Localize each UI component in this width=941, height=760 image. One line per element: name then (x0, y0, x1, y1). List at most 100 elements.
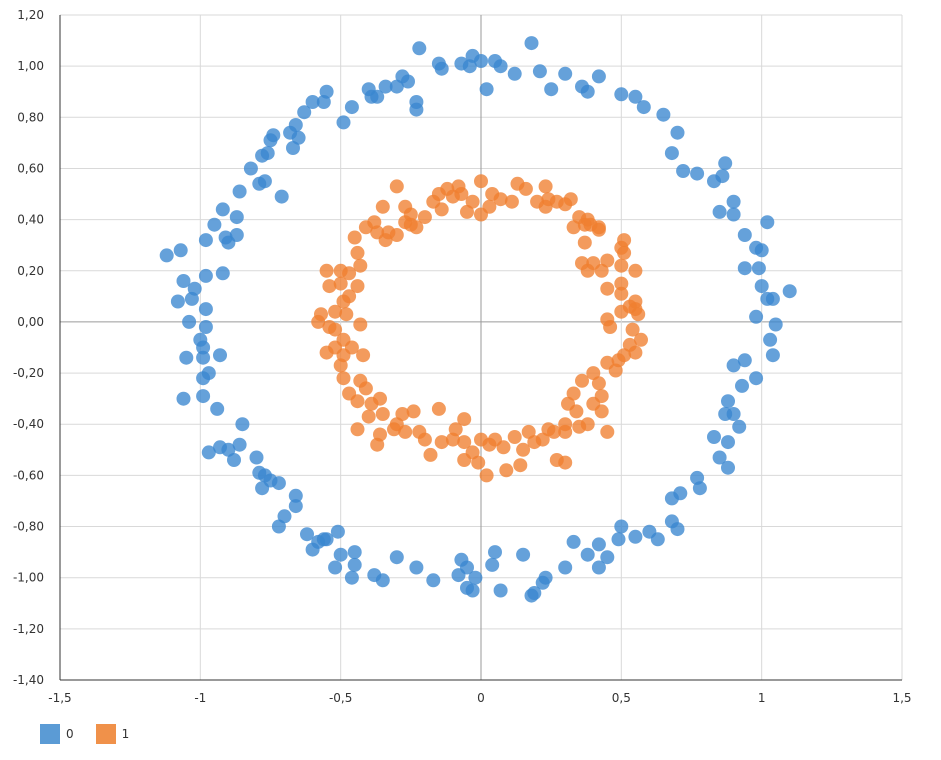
data-point-series-0[interactable] (532, 64, 547, 79)
data-point-series-1[interactable] (566, 220, 581, 235)
data-point-series-1[interactable] (628, 263, 643, 278)
data-point-series-0[interactable] (712, 450, 727, 465)
data-point-series-0[interactable] (277, 509, 292, 524)
data-point-series-1[interactable] (353, 258, 368, 273)
data-point-series-0[interactable] (524, 588, 539, 603)
data-point-series-1[interactable] (614, 258, 629, 273)
data-point-series-0[interactable] (732, 419, 747, 434)
data-point-series-1[interactable] (434, 202, 449, 217)
data-point-series-0[interactable] (749, 309, 764, 324)
data-point-series-1[interactable] (516, 442, 531, 457)
data-point-series-1[interactable] (572, 419, 587, 434)
data-point-series-0[interactable] (252, 465, 267, 480)
data-point-series-1[interactable] (347, 230, 362, 245)
data-point-series-0[interactable] (718, 407, 733, 421)
data-point-series-1[interactable] (333, 276, 348, 291)
data-point-series-1[interactable] (479, 468, 494, 483)
data-point-series-1[interactable] (322, 279, 337, 294)
data-point-series-0[interactable] (271, 519, 286, 534)
data-point-series-1[interactable] (350, 422, 365, 437)
data-point-series-0[interactable] (726, 207, 741, 222)
data-point-series-1[interactable] (600, 253, 615, 268)
data-point-series-0[interactable] (636, 100, 651, 115)
data-point-series-0[interactable] (754, 243, 769, 258)
data-point-series-1[interactable] (460, 204, 474, 219)
data-point-series-1[interactable] (493, 192, 508, 207)
data-point-series-1[interactable] (403, 207, 418, 222)
data-point-series-0[interactable] (575, 79, 589, 94)
data-point-series-1[interactable] (353, 373, 368, 388)
data-point-series-0[interactable] (328, 560, 343, 575)
data-point-series-1[interactable] (342, 386, 357, 401)
data-point-series-1[interactable] (434, 435, 449, 450)
data-point-series-0[interactable] (566, 534, 581, 549)
data-point-series-0[interactable] (257, 174, 272, 189)
data-point-series-0[interactable] (524, 36, 539, 51)
data-point-series-1[interactable] (474, 174, 488, 189)
data-point-series-0[interactable] (718, 156, 733, 171)
data-point-series-1[interactable] (622, 337, 637, 352)
data-point-series-0[interactable] (316, 532, 331, 547)
data-point-series-1[interactable] (356, 348, 371, 363)
data-point-series-0[interactable] (721, 394, 735, 409)
data-point-series-1[interactable] (575, 373, 589, 388)
data-point-series-0[interactable] (249, 450, 264, 465)
data-point-series-1[interactable] (364, 396, 379, 411)
data-point-series-0[interactable] (664, 146, 679, 161)
data-point-series-0[interactable] (614, 87, 629, 102)
data-point-series-1[interactable] (339, 307, 354, 322)
data-point-series-0[interactable] (465, 48, 480, 63)
data-point-series-1[interactable] (322, 320, 337, 334)
data-point-series-1[interactable] (454, 187, 469, 201)
data-point-series-0[interactable] (243, 161, 258, 176)
data-point-series-1[interactable] (423, 447, 438, 462)
data-point-series-0[interactable] (288, 488, 303, 503)
data-point-series-0[interactable] (479, 82, 494, 97)
data-point-series-0[interactable] (451, 568, 466, 583)
data-point-series-0[interactable] (288, 118, 303, 132)
data-point-series-0[interactable] (412, 41, 427, 56)
data-point-series-1[interactable] (471, 455, 486, 470)
data-point-series-0[interactable] (670, 522, 685, 537)
data-point-series-1[interactable] (513, 458, 528, 473)
data-point-series-0[interactable] (291, 130, 306, 145)
data-point-series-0[interactable] (760, 215, 775, 230)
data-point-series-0[interactable] (196, 350, 211, 365)
data-point-series-0[interactable] (187, 281, 202, 296)
data-point-series-1[interactable] (361, 409, 376, 424)
data-point-series-0[interactable] (782, 284, 797, 299)
data-point-series-1[interactable] (457, 412, 472, 427)
data-point-series-0[interactable] (611, 532, 626, 547)
data-point-series-1[interactable] (538, 179, 553, 194)
data-point-series-0[interactable] (235, 417, 250, 432)
data-point-series-0[interactable] (389, 79, 404, 94)
data-point-series-0[interactable] (305, 95, 320, 109)
data-point-series-1[interactable] (350, 279, 365, 294)
data-point-series-0[interactable] (426, 573, 441, 588)
data-point-series-0[interactable] (215, 266, 230, 281)
data-point-series-0[interactable] (193, 332, 208, 347)
data-point-series-1[interactable] (499, 463, 514, 478)
data-point-series-1[interactable] (344, 340, 359, 355)
data-point-series-0[interactable] (198, 268, 213, 283)
data-point-series-0[interactable] (454, 552, 469, 567)
data-point-series-0[interactable] (401, 74, 415, 89)
data-point-series-0[interactable] (690, 166, 705, 181)
data-point-series-1[interactable] (594, 404, 609, 419)
data-point-series-1[interactable] (465, 194, 480, 209)
data-point-series-0[interactable] (726, 194, 741, 209)
data-point-series-0[interactable] (170, 294, 185, 309)
data-point-series-0[interactable] (227, 453, 241, 467)
data-point-series-1[interactable] (504, 194, 519, 209)
data-point-series-1[interactable] (580, 263, 595, 278)
legend-item-1[interactable]: 1 (95, 724, 129, 744)
data-point-series-1[interactable] (614, 240, 629, 255)
data-point-series-0[interactable] (642, 524, 657, 539)
data-point-series-1[interactable] (527, 435, 542, 450)
data-point-series-0[interactable] (176, 274, 191, 288)
data-point-series-1[interactable] (614, 286, 629, 301)
data-point-series-0[interactable] (336, 115, 351, 130)
data-point-series-1[interactable] (353, 317, 368, 332)
data-point-series-0[interactable] (558, 560, 573, 575)
data-point-series-0[interactable] (173, 243, 188, 258)
